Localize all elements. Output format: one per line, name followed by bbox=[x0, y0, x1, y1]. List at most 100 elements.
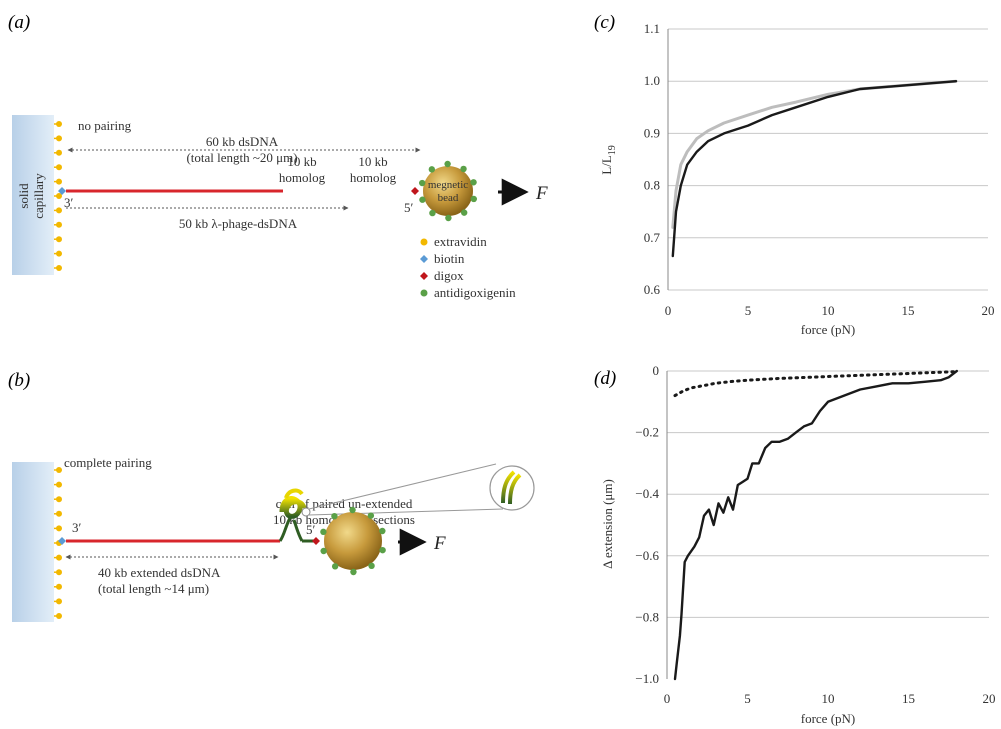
chart-d-x-ticks: 0 5 10 15 20 bbox=[664, 691, 996, 706]
y-tick-label: 0.7 bbox=[644, 230, 661, 245]
y-tick-label: −0.8 bbox=[635, 609, 659, 624]
bead-label-1: megnetic bbox=[428, 179, 468, 191]
antidigoxigenin-dot bbox=[320, 547, 327, 555]
antidigoxigenin-dot bbox=[428, 166, 436, 173]
antidigoxigenin-dots-b bbox=[320, 506, 386, 576]
chart-d-series bbox=[673, 369, 959, 681]
y-tick-label: −0.2 bbox=[635, 425, 659, 440]
span-50kb-label: 50 kb λ-phage-dsDNA bbox=[179, 216, 298, 231]
x-tick-label: 5 bbox=[745, 303, 752, 318]
y-tick-label: 1.1 bbox=[644, 21, 660, 36]
solid-capillary-b bbox=[12, 462, 54, 622]
zoom-line-top bbox=[308, 463, 497, 510]
x-tick-label: 10 bbox=[822, 303, 835, 318]
extravidin-dot bbox=[56, 598, 62, 605]
end-5-label-b: 5′ bbox=[306, 522, 316, 537]
antidigoxigenin-dot bbox=[444, 160, 451, 168]
chart-c-series bbox=[671, 79, 958, 258]
biotin-marker-b bbox=[58, 537, 66, 545]
digox-marker-b bbox=[312, 537, 320, 545]
chart-c-x-ticks: 0 5 10 15 20 bbox=[665, 303, 995, 318]
span-40kb-label-1: 40 kb extended dsDNA bbox=[98, 565, 221, 580]
extravidin-dot bbox=[56, 135, 62, 142]
antidigoxigenin-dot bbox=[350, 568, 357, 576]
magnetic-bead-a bbox=[423, 166, 473, 216]
extravidin-dot bbox=[56, 481, 62, 488]
y-tick-label: 0.8 bbox=[644, 178, 660, 193]
digox-marker-a bbox=[411, 187, 419, 195]
antidigoxigenin-dots-a bbox=[419, 160, 477, 222]
extravidin-dot bbox=[56, 149, 62, 156]
x-tick-label: 10 bbox=[822, 691, 835, 706]
extravidin-dot bbox=[56, 178, 62, 185]
legend-a: extravidin biotin digox antidigoxigenin bbox=[420, 234, 516, 300]
extravidin-dot bbox=[56, 265, 62, 271]
chart-c-gridlines bbox=[668, 28, 988, 291]
antidigoxigenin-dot bbox=[460, 165, 467, 173]
force-label-b: F bbox=[433, 533, 446, 554]
antidigoxigenin-dot bbox=[368, 562, 375, 570]
antidigoxigenin-dot bbox=[470, 195, 477, 203]
x-tick-label: 15 bbox=[902, 303, 915, 318]
extravidin-dots-a bbox=[54, 121, 62, 271]
series-line-dotted bbox=[673, 370, 959, 398]
antidigoxigenin-dot bbox=[445, 214, 452, 222]
span-60kb-label-1: 60 kb dsDNA bbox=[206, 134, 279, 149]
panel-letter-d: (d) bbox=[594, 368, 616, 389]
no-pairing-label: no pairing bbox=[78, 118, 132, 133]
end-5-label-a: 5′ bbox=[404, 200, 414, 215]
antidigoxigenin-dot bbox=[331, 563, 339, 570]
capillary-label-1: solid bbox=[16, 183, 31, 209]
antidigoxigenin-dot bbox=[429, 209, 436, 217]
extravidin-dot bbox=[56, 250, 62, 257]
chart-c: (c) 0.6 0.7 0.8 0.9 1.0 1.1 0 5 10 15 20 force (p… bbox=[594, 12, 995, 337]
legend-swatch-extravidin bbox=[420, 238, 428, 246]
y-tick-label: 0.9 bbox=[644, 125, 660, 140]
series-line-gray bbox=[671, 79, 958, 229]
x-tick-label: 20 bbox=[982, 303, 995, 318]
y-tick-label: −0.6 bbox=[635, 548, 659, 563]
span-60kb-label-2: (total length ~20 μm) bbox=[186, 150, 297, 165]
legend-label-antidigoxigenin: antidigoxigenin bbox=[434, 285, 516, 300]
legend-label-digox: digox bbox=[434, 268, 464, 283]
y-tick-label: 1.0 bbox=[644, 73, 660, 88]
chart-d: (d) −1.0 −0.8 −0.6 −0.4 −0.2 0 0 5 10 15 20 force… bbox=[594, 363, 996, 726]
antidigoxigenin-dot bbox=[349, 506, 356, 514]
y-tick-label: 0.6 bbox=[644, 282, 661, 297]
antidigoxigenin-dot bbox=[320, 528, 327, 536]
y-tick-label: −1.0 bbox=[635, 671, 659, 686]
homolog-a-label-2: homolog bbox=[279, 170, 326, 185]
extravidin-dot bbox=[56, 121, 62, 127]
homolog-b-label-1: 10 kb bbox=[358, 154, 387, 169]
x-tick-label: 20 bbox=[983, 691, 996, 706]
chart-c-y-label: L/L19 bbox=[599, 145, 618, 175]
antidigoxigenin-dot bbox=[379, 527, 386, 535]
zoom-source-circle bbox=[301, 507, 311, 517]
homolog-a-label-1: 10 kb bbox=[287, 154, 316, 169]
bead-label-2: bead bbox=[438, 192, 459, 204]
span-40kb-label-2: (total length ~14 μm) bbox=[98, 581, 209, 596]
extravidin-dot bbox=[56, 164, 62, 171]
chart-d-y-label: Δ extension (μm) bbox=[600, 479, 615, 569]
extravidin-dot bbox=[56, 467, 62, 473]
end-3-label-b: 3′ bbox=[72, 520, 82, 535]
extravidin-dot bbox=[56, 510, 62, 517]
antidigoxigenin-dot bbox=[419, 196, 426, 203]
chart-c-x-label: force (pN) bbox=[801, 322, 856, 337]
panel-letter-a: (a) bbox=[8, 12, 30, 33]
chart-c-y-ticks: 0.6 0.7 0.8 0.9 1.0 1.1 bbox=[644, 21, 661, 297]
y-tick-label: −0.4 bbox=[635, 486, 659, 501]
homolog-b-label-2: homolog bbox=[350, 170, 397, 185]
chart-c-y-label-sub: 19 bbox=[607, 145, 618, 155]
panel-b: (b) complete pairing coil of paired un-e… bbox=[8, 370, 535, 622]
y-tick-label: 0 bbox=[653, 363, 660, 378]
antidigoxigenin-dot bbox=[470, 179, 477, 186]
extravidin-dot bbox=[56, 496, 62, 503]
complete-pairing-label: complete pairing bbox=[64, 455, 152, 470]
capillary-label-2: capillary bbox=[31, 173, 46, 219]
zoom-inset-strands bbox=[501, 470, 522, 505]
series-line-black bbox=[671, 79, 958, 258]
force-label-a: F bbox=[535, 183, 548, 204]
panel-letter-b: (b) bbox=[8, 370, 30, 391]
